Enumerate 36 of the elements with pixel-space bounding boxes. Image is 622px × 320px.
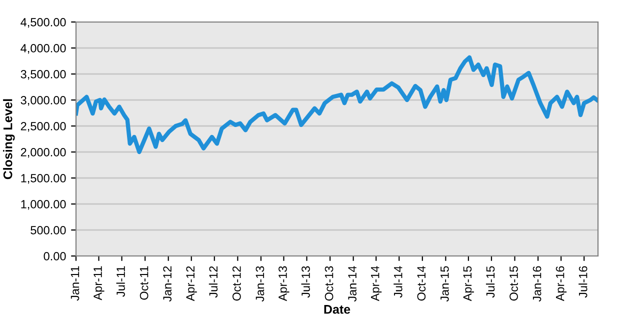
- x-tick-label: Jul-11: [116, 266, 125, 297]
- y-tick-label: 2,500.00: [20, 122, 66, 132]
- x-tick-label: Jul-16: [578, 266, 588, 298]
- x-tick-label: Jul-12: [208, 266, 218, 298]
- x-tick-label: Jul-13: [301, 266, 310, 298]
- x-tick-label: Oct-15: [510, 266, 518, 301]
- line-series: [76, 55, 598, 154]
- y-tick-label: 3,000.00: [20, 96, 66, 106]
- y-tick-label: 2,000.00: [20, 148, 66, 158]
- x-tick-label: Apr-14: [371, 266, 382, 302]
- x-tick-label: Oct-12: [232, 266, 241, 301]
- y-tick-label: 500.00: [30, 226, 66, 234]
- y-tick-label: 1,500.00: [21, 174, 66, 184]
- x-tick-label: Jul-14: [394, 266, 402, 298]
- x-tick-label: Apr-16: [556, 266, 567, 302]
- x-axis-title: Date: [324, 305, 350, 314]
- x-tick-label: Oct-13: [324, 266, 334, 301]
- x-tick-label: Jul-15: [486, 266, 495, 298]
- x-tick-label: Apr-11: [94, 266, 104, 300]
- x-tick-label: Jan-12: [163, 266, 172, 302]
- y-tick-label: 4,500.00: [20, 18, 66, 28]
- x-tick-label: Apr-13: [278, 266, 290, 302]
- y-tick-label: 0.00: [44, 252, 66, 260]
- y-axis-title: Closing Level: [3, 99, 15, 180]
- y-tick-label: 3,500.00: [20, 70, 66, 80]
- x-tick-label: Oct-14: [417, 266, 426, 301]
- x-tick-label: Jan-11: [70, 266, 80, 301]
- x-tick-label: Jan-14: [348, 266, 356, 302]
- x-tick-label: Jan-16: [532, 266, 542, 302]
- x-tick-label: Jan-13: [256, 266, 264, 302]
- x-tick-label: Oct-11: [140, 266, 148, 300]
- y-tick-label: 4,000.00: [20, 44, 66, 54]
- x-tick-label: Apr-15: [463, 266, 474, 302]
- y-tick-label: 1,000.00: [21, 200, 66, 210]
- x-tick-label: Jan-15: [440, 266, 449, 302]
- x-tick-label: Apr-12: [186, 266, 197, 302]
